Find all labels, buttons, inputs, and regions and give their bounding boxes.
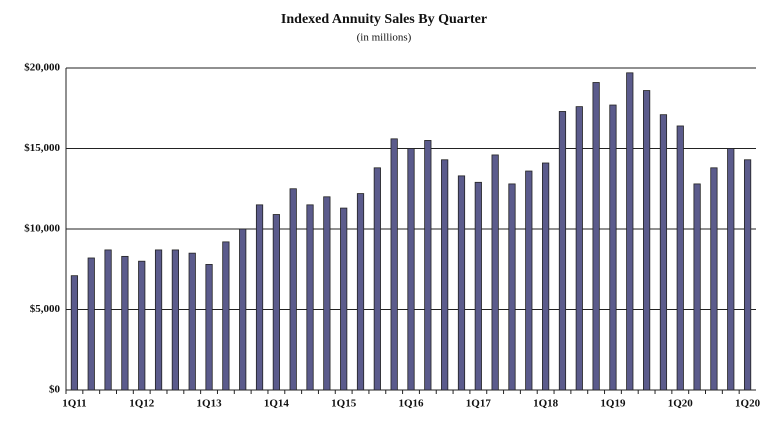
bar	[491, 154, 499, 391]
bar	[289, 188, 297, 391]
bar	[525, 170, 533, 391]
bar	[710, 167, 718, 391]
x-tick-label: 1Q14	[264, 398, 290, 410]
bar	[104, 249, 112, 391]
bar	[390, 138, 398, 391]
bar	[407, 148, 415, 391]
bar	[457, 175, 466, 391]
x-tick-label: 1Q13	[197, 398, 223, 410]
bar	[575, 106, 583, 391]
y-tick-label: $10,000	[24, 223, 60, 235]
bar	[154, 249, 163, 391]
bar	[222, 241, 230, 391]
x-tick-label: 1Q20	[735, 398, 761, 410]
bar	[272, 214, 280, 391]
x-tick-label: 1Q19	[600, 398, 626, 410]
x-tick-label: 1Q15	[331, 398, 357, 410]
x-tick-label: 1Q11	[62, 398, 86, 410]
y-tick-label: $5,000	[30, 303, 61, 315]
bar	[87, 257, 95, 391]
bar	[340, 207, 348, 391]
y-tick-label: $20,000	[24, 62, 60, 74]
bar	[356, 193, 365, 391]
bar	[643, 90, 651, 391]
bar	[676, 125, 684, 391]
bar	[323, 196, 331, 391]
bar	[659, 114, 668, 391]
y-tick-label: $15,000	[24, 142, 60, 154]
bar	[592, 82, 600, 391]
x-tick-label: 1Q20	[668, 398, 694, 410]
bar	[171, 249, 179, 391]
bar	[239, 228, 247, 391]
bar	[558, 111, 567, 391]
y-tick-label: $0	[49, 384, 61, 396]
bar	[626, 72, 634, 391]
bar	[609, 104, 617, 391]
x-tick-label: 1Q18	[533, 398, 559, 410]
bar	[188, 252, 196, 391]
bar	[373, 167, 381, 391]
bar	[121, 255, 129, 391]
x-tick-label: 1Q16	[398, 398, 424, 410]
bar	[743, 159, 752, 391]
bar	[693, 183, 701, 391]
bar	[205, 264, 213, 391]
bar	[542, 162, 550, 391]
chart-title: Indexed Annuity Sales By Quarter	[281, 12, 487, 27]
bar	[424, 140, 432, 391]
bar	[306, 204, 314, 391]
bar	[474, 181, 482, 391]
bar	[727, 148, 735, 391]
bar	[138, 260, 146, 391]
chart-subtitle: (in millions)	[357, 32, 412, 44]
x-tick-label: 1Q12	[129, 398, 155, 410]
bar	[508, 183, 516, 391]
bar	[441, 159, 449, 391]
x-tick-label: 1Q17	[466, 398, 492, 410]
bar	[70, 275, 79, 391]
bar	[255, 204, 264, 391]
